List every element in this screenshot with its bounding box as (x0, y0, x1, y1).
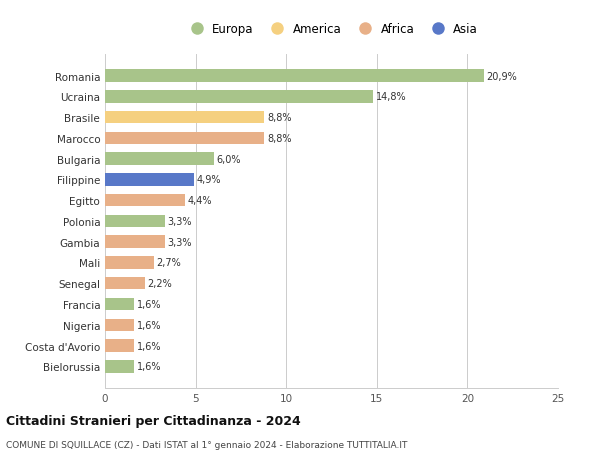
Text: 1,6%: 1,6% (137, 341, 161, 351)
Bar (105, 257, 154, 269)
Text: 14,8%: 14,8% (376, 92, 407, 102)
Bar (105, 319, 134, 331)
Text: 1,6%: 1,6% (137, 299, 161, 309)
Bar (105, 195, 185, 207)
Text: 2,2%: 2,2% (148, 279, 172, 289)
Bar (105, 174, 194, 186)
Bar (105, 112, 265, 124)
Text: 20,9%: 20,9% (487, 72, 517, 81)
Text: 2,7%: 2,7% (157, 258, 181, 268)
Bar (105, 360, 134, 373)
Bar (105, 132, 265, 145)
Legend: Europa, America, Africa, Asia: Europa, America, Africa, Asia (183, 21, 480, 39)
Bar (105, 70, 484, 83)
Bar (105, 277, 145, 290)
Text: 3,3%: 3,3% (167, 217, 192, 226)
Text: 4,9%: 4,9% (197, 175, 221, 185)
Bar (105, 340, 134, 352)
Text: COMUNE DI SQUILLACE (CZ) - Dati ISTAT al 1° gennaio 2024 - Elaborazione TUTTITAL: COMUNE DI SQUILLACE (CZ) - Dati ISTAT al… (6, 441, 407, 449)
Text: 1,6%: 1,6% (137, 362, 161, 371)
Text: 8,8%: 8,8% (267, 134, 292, 144)
Bar (105, 153, 214, 166)
Text: 6,0%: 6,0% (217, 154, 241, 164)
Text: 4,4%: 4,4% (187, 196, 212, 206)
Bar (105, 215, 165, 228)
Bar (105, 298, 134, 311)
Text: 3,3%: 3,3% (167, 237, 192, 247)
Bar (105, 91, 373, 103)
Text: Cittadini Stranieri per Cittadinanza - 2024: Cittadini Stranieri per Cittadinanza - 2… (6, 414, 301, 428)
Text: 8,8%: 8,8% (267, 113, 292, 123)
Bar (105, 236, 165, 248)
Text: 1,6%: 1,6% (137, 320, 161, 330)
